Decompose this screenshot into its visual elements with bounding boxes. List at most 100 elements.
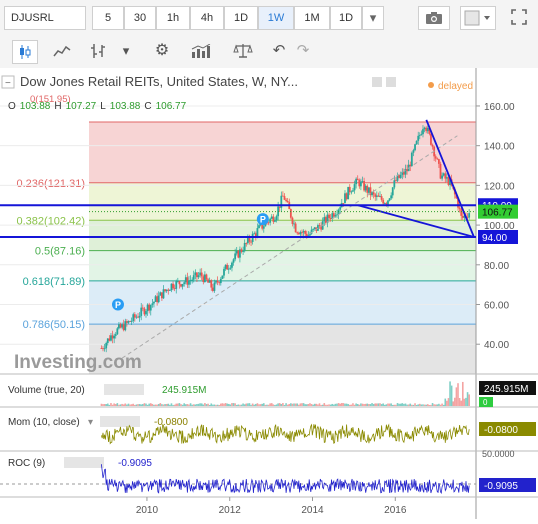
volume-bar [167, 403, 170, 406]
svg-text:−: − [5, 78, 11, 89]
interval-1m[interactable]: 1M [294, 6, 330, 30]
volume-bar [243, 404, 246, 406]
candle-body [420, 134, 423, 135]
time-tick-label: 2014 [301, 505, 324, 516]
investing-logo: Investing.com [14, 352, 142, 373]
volume-bar [340, 403, 343, 406]
interval-30[interactable]: 30 [124, 6, 156, 30]
interval-1w[interactable]: 1W [258, 6, 294, 30]
volume-bar [446, 400, 448, 406]
volume-bar [364, 403, 367, 406]
candle-body [301, 232, 303, 233]
fib-band [89, 121, 476, 183]
volume-bar [307, 403, 310, 406]
gear-icon[interactable]: ⚙ [154, 42, 170, 59]
volume-bar [353, 404, 356, 406]
momentum-pane-controls[interactable] [100, 416, 140, 427]
candle-body [418, 134, 421, 136]
volume-bar [184, 404, 187, 406]
price-tick-label: 120.00 [484, 181, 515, 192]
legend-close-icon[interactable] [386, 77, 396, 87]
volume-bar [452, 401, 455, 406]
candle-body [256, 228, 259, 237]
chart-area[interactable]: 0.236(121.31) 0.382(102.42) 0.5(87.16) 0.61… [0, 68, 538, 519]
candle-body [135, 316, 138, 318]
candle-body [393, 180, 396, 188]
candle-body [254, 233, 257, 237]
line-chart-icon[interactable] [50, 40, 74, 62]
color-picker-button[interactable] [460, 6, 496, 30]
candle-body [242, 251, 244, 252]
volume-bar [204, 403, 206, 406]
candle-body [111, 335, 114, 339]
candle-body [143, 308, 146, 315]
candle-body [280, 195, 283, 208]
volume-bar [455, 387, 458, 406]
candle-body [170, 283, 173, 291]
candle-body [317, 225, 319, 231]
volume-bar [259, 404, 262, 406]
candlestick-icon[interactable] [12, 40, 38, 64]
candle-body [215, 280, 217, 283]
interval-4h[interactable]: 4h [190, 6, 224, 30]
price-axis[interactable]: 40.00 60.00 80.00 100.00 120.00 140.00 160.00 [475, 68, 515, 519]
volume-bar [328, 404, 330, 406]
volume-bar [169, 404, 171, 406]
candle-body [406, 169, 408, 172]
expand-icon[interactable] [506, 6, 532, 30]
volume-bar [173, 404, 176, 406]
candle-body [388, 198, 391, 201]
candle-body [191, 279, 194, 281]
candle-body [449, 179, 451, 185]
volume-bar [157, 403, 160, 406]
horizontal-level-badge [478, 230, 518, 244]
event-marker-label: P [260, 215, 266, 225]
volume-pane-controls[interactable] [104, 384, 144, 395]
trendline-down[interactable] [425, 119, 475, 238]
symbol-input[interactable]: DJUSRL [4, 6, 86, 30]
candle-body [272, 216, 275, 222]
volume-bar [444, 398, 447, 406]
candle-body [398, 175, 401, 178]
undo-icon[interactable]: ↶ [272, 42, 286, 59]
candle-body [367, 187, 370, 193]
legend-collapse-icon[interactable] [1, 75, 15, 89]
compare-scale-icon[interactable] [230, 40, 256, 62]
interval-1h[interactable]: 1h [156, 6, 190, 30]
volume-bar [414, 403, 416, 406]
candle-body [100, 348, 103, 349]
candle-body [114, 334, 117, 336]
bar-chart-icon[interactable] [86, 40, 110, 62]
indicators-icon[interactable] [188, 40, 214, 62]
candle-body [404, 169, 407, 175]
event-marker[interactable] [256, 213, 269, 226]
interval-1d[interactable]: 1D [224, 6, 258, 30]
candle-body [391, 187, 394, 196]
chart-type-chevron-down-icon[interactable]: ▾ [122, 43, 130, 58]
volume-bar [272, 404, 275, 406]
interval-5[interactable]: 5 [92, 6, 124, 30]
interval-custom[interactable]: 1D [330, 6, 362, 30]
trendline-lower[interactable] [357, 204, 475, 238]
candle-body [132, 314, 135, 321]
chevron-down-icon[interactable]: ▾ [362, 6, 384, 30]
redo-icon[interactable]: ↷ [296, 42, 310, 59]
legend-settings-icon[interactable] [372, 77, 382, 87]
candle-body [304, 231, 307, 234]
price-tick-label: 160.00 [484, 102, 515, 113]
candle-body [323, 217, 326, 222]
candle-body [320, 226, 323, 230]
time-axis[interactable]: 2010 2012 2014 2016 [136, 497, 407, 516]
volume-bar [234, 403, 236, 406]
camera-icon[interactable] [418, 6, 450, 30]
event-marker[interactable] [111, 298, 124, 311]
volume-bar [119, 404, 122, 406]
candle-body [387, 200, 389, 205]
candle-body [231, 262, 233, 268]
roc-pane-controls[interactable] [64, 457, 104, 468]
price-candles [100, 125, 471, 353]
volume-bar [411, 404, 413, 406]
chart-svg[interactable]: 0.236(121.31) 0.382(102.42) 0.5(87.16) 0.61… [0, 68, 538, 519]
volume-bar [288, 403, 291, 406]
